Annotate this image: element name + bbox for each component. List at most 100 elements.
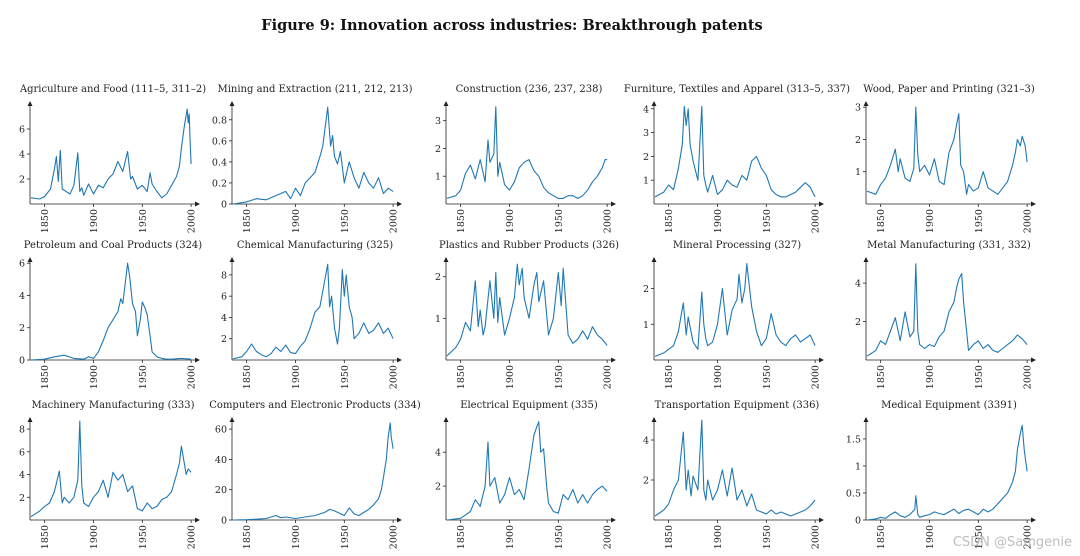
y-tick-label: 1 <box>435 314 441 325</box>
y-tick-label: 2 <box>643 476 649 487</box>
series-line <box>866 106 1028 195</box>
x-tick-label: 1950 <box>554 525 565 549</box>
x-tick-label: 1950 <box>138 525 149 549</box>
x-axis-arrow <box>1031 357 1036 363</box>
y-axis-arrow <box>229 417 235 422</box>
chart-title: Furniture, Textiles and Apparel (313–5, … <box>624 84 850 95</box>
y-tick-label: 0.2 <box>212 178 227 189</box>
x-tick-label: 1950 <box>762 209 773 233</box>
series-line <box>866 263 1028 357</box>
x-tick-label: 1900 <box>505 365 516 389</box>
x-tick-label: 1900 <box>925 209 936 233</box>
x-tick-label: 1950 <box>554 365 565 389</box>
chart-title: Construction (236, 237, 238) <box>456 84 603 95</box>
x-axis-arrow <box>397 357 402 363</box>
x-tick-label: 1900 <box>89 365 100 389</box>
x-axis-arrow <box>1031 201 1036 207</box>
y-tick-label: 0 <box>221 200 227 211</box>
y-axis-arrow <box>651 101 657 106</box>
y-tick-label: 2 <box>19 493 25 504</box>
chart-title: Machinery Manufacturing (333) <box>31 400 194 411</box>
chart-title: Mineral Processing (327) <box>673 240 801 251</box>
chart-panel-15: Medical Equipment (3391) 0 0.5 1 1.5 1850 1900… <box>846 400 1036 549</box>
x-axis-arrow <box>819 357 824 363</box>
y-tick-label: 4 <box>643 104 649 115</box>
y-axis-arrow <box>863 101 869 106</box>
chart-panel-5: Wood, Paper and Printing (321–3) 1 2 3 1850 1… <box>855 84 1036 233</box>
series-line <box>654 105 816 198</box>
x-tick-label: 1950 <box>974 525 985 549</box>
series-line <box>446 106 608 199</box>
x-tick-label: 1850 <box>40 525 51 549</box>
y-tick-label: 2 <box>643 284 649 295</box>
y-tick-label: 40 <box>215 455 227 466</box>
x-tick-label: 1850 <box>242 525 253 549</box>
series-line <box>232 106 394 205</box>
y-axis-arrow <box>443 257 449 262</box>
y-tick-label: 1 <box>643 176 649 187</box>
x-tick-label: 2000 <box>603 365 614 389</box>
x-tick-label: 1950 <box>340 209 351 233</box>
x-tick-label: 1900 <box>505 525 516 549</box>
series-line <box>654 263 816 357</box>
y-tick-label: 4 <box>19 291 25 302</box>
chart-panel-6: Petroleum and Coal Products (324) 0 2 4 6 185… <box>19 240 202 389</box>
y-axis-arrow <box>651 257 657 262</box>
y-tick-label: 0 <box>19 356 25 367</box>
y-tick-label: 0.5 <box>846 488 861 499</box>
y-tick-label: 1 <box>435 172 441 183</box>
y-axis-arrow <box>651 417 657 422</box>
y-tick-label: 1 <box>855 461 861 472</box>
x-tick-label: 1900 <box>89 209 100 233</box>
x-tick-label: 2000 <box>811 365 822 389</box>
x-axis-arrow <box>819 517 824 523</box>
y-tick-label: 3 <box>435 116 441 127</box>
x-tick-label: 1900 <box>505 209 516 233</box>
y-tick-label: 6 <box>19 259 25 270</box>
x-axis-arrow <box>611 517 616 523</box>
y-tick-label: 20 <box>215 485 227 496</box>
x-tick-label: 1950 <box>762 365 773 389</box>
x-tick-label: 1950 <box>138 209 149 233</box>
y-axis-arrow <box>27 257 33 262</box>
x-tick-label: 1900 <box>713 525 724 549</box>
y-tick-label: 4 <box>435 448 441 459</box>
x-tick-label: 1850 <box>876 209 887 233</box>
y-tick-label: 0.4 <box>212 157 227 168</box>
chart-title: Plastics and Rubber Products (326) <box>439 240 619 251</box>
y-tick-label: 6 <box>19 125 25 136</box>
y-tick-label: 1 <box>855 167 861 178</box>
x-axis-arrow <box>611 357 616 363</box>
chart-title: Mining and Extraction (211, 212, 213) <box>217 84 412 95</box>
y-axis-arrow <box>863 417 869 422</box>
series-line <box>866 424 1028 521</box>
x-tick-label: 2000 <box>187 525 198 549</box>
x-tick-label: 2000 <box>603 525 614 549</box>
x-axis-arrow <box>1031 517 1036 523</box>
y-tick-label: 0.8 <box>212 115 227 126</box>
chart-panel-13: Electrical Equipment (335) 2 4 1850 1900 1950… <box>435 400 616 549</box>
series-line <box>654 419 816 517</box>
chart-title: Transportation Equipment (336) <box>655 400 820 411</box>
x-tick-label: 1850 <box>456 525 467 549</box>
chart-panel-11: Machinery Manufacturing (333) 2 4 6 8 1850 190… <box>19 400 200 549</box>
chart-panel-14: Transportation Equipment (336) 2 4 1850 1900… <box>643 400 824 549</box>
y-tick-label: 0.6 <box>212 136 227 147</box>
x-tick-label: 1900 <box>713 365 724 389</box>
x-tick-label: 1900 <box>925 525 936 549</box>
y-tick-label: 0 <box>855 516 861 527</box>
x-tick-label: 2000 <box>1023 365 1034 389</box>
y-tick-label: 0 <box>221 516 227 527</box>
series-line <box>30 108 192 200</box>
y-tick-label: 2 <box>855 135 861 146</box>
series-line <box>446 421 608 521</box>
x-tick-label: 2000 <box>187 365 198 389</box>
x-axis-arrow <box>397 517 402 523</box>
x-tick-label: 1850 <box>456 365 467 389</box>
y-tick-label: 4 <box>19 470 25 481</box>
x-tick-label: 1950 <box>974 209 985 233</box>
y-axis-arrow <box>863 257 869 262</box>
chart-panel-3: Construction (236, 237, 238) 1 2 3 1850 1900 1… <box>435 84 616 233</box>
y-tick-label: 4 <box>19 150 25 161</box>
y-tick-label: 2 <box>19 175 25 186</box>
